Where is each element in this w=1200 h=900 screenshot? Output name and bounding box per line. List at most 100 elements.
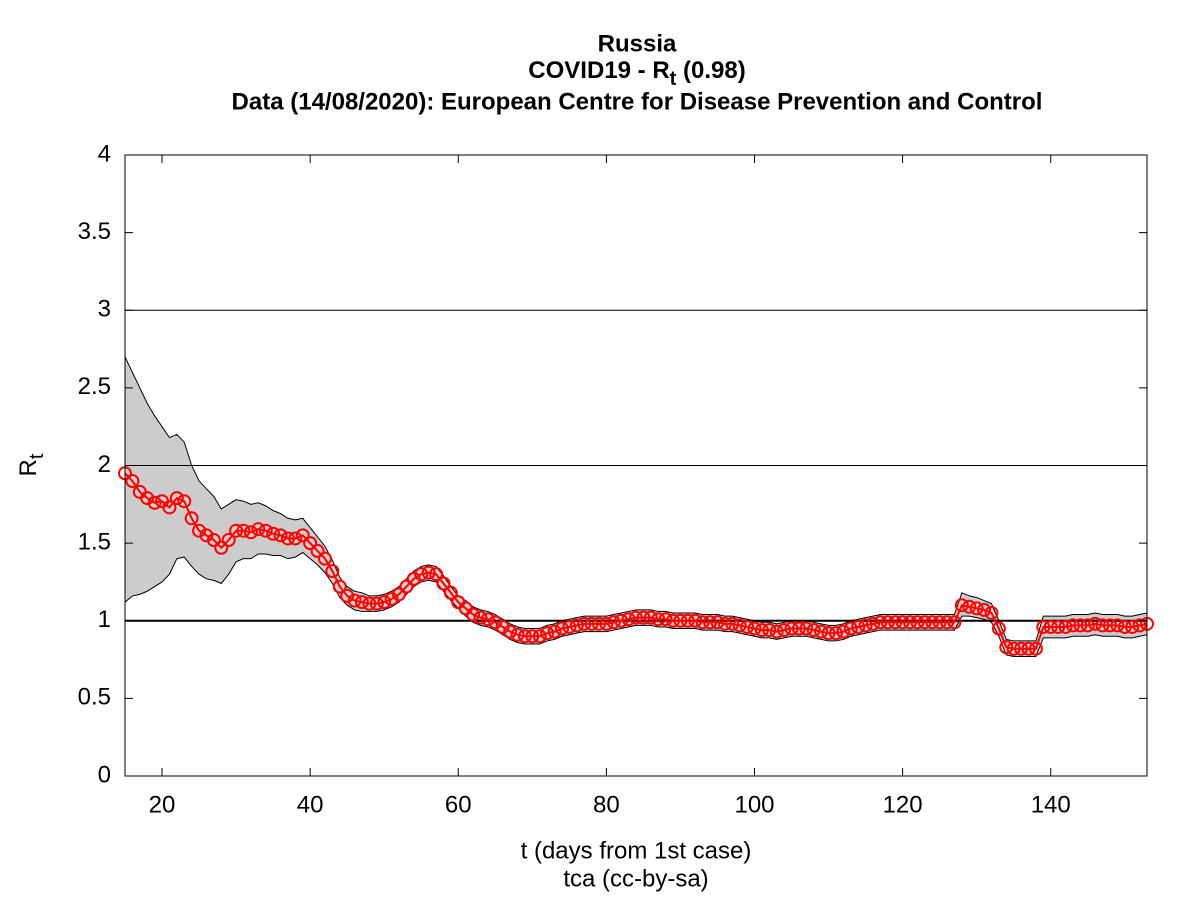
rt-marker (1095, 618, 1110, 633)
rt-marker (399, 579, 414, 594)
y-tick-label: 1.5 (78, 528, 111, 555)
rt-marker (192, 523, 207, 538)
rt-marker (888, 615, 903, 630)
rt-marker (273, 528, 288, 543)
rt-marker (621, 612, 636, 627)
x-tick-label: 140 (1031, 791, 1071, 818)
rt-marker (377, 595, 392, 610)
x-tick-label: 60 (445, 791, 472, 818)
rt-marker (517, 629, 532, 644)
rt-marker (1073, 618, 1088, 633)
rt-marker (858, 618, 873, 633)
y-tick-label: 0 (98, 761, 111, 788)
rt-marker (1006, 641, 1021, 656)
rt-marker (177, 494, 192, 509)
rt-marker (1021, 641, 1036, 656)
rt-marker (1051, 619, 1066, 634)
y-tick-label: 2 (98, 451, 111, 478)
rt-marker (851, 619, 866, 634)
rt-marker (340, 588, 355, 603)
rt-marker (984, 605, 999, 620)
rt-marker (280, 531, 295, 546)
rt-marker (1043, 619, 1058, 634)
rt-marker (266, 526, 281, 541)
rt-marker (251, 522, 266, 537)
x-tick-label: 80 (593, 791, 620, 818)
rt-marker (732, 618, 747, 633)
rt-marker (184, 511, 199, 526)
rt-marker (925, 615, 940, 630)
rt-marker (569, 618, 584, 633)
rt-marker (962, 599, 977, 614)
rt-marker (673, 613, 688, 628)
y-tick-label: 4 (98, 140, 111, 167)
x-tick-label: 100 (734, 791, 774, 818)
rt-marker (836, 624, 851, 639)
rt-marker (695, 615, 710, 630)
subtitle-tail: (0.98) (676, 57, 745, 84)
rt-marker (932, 615, 947, 630)
rt-marker (1065, 618, 1080, 633)
subtitle-subscript: t (670, 68, 677, 90)
x-axis-label: t (days from 1st case) (521, 837, 752, 864)
rt-marker (332, 579, 347, 594)
rt-marker (629, 610, 643, 625)
rt-marker (1102, 618, 1117, 633)
rt-marker (814, 624, 829, 639)
rt-marker (865, 616, 880, 631)
rt-marker (510, 627, 525, 642)
rt-marker (680, 613, 695, 628)
rt-marker (288, 531, 303, 546)
rt-marker (725, 616, 740, 631)
rt-marker (384, 592, 399, 607)
rt-marker (1080, 618, 1095, 633)
rt-marker (206, 533, 221, 548)
rt-marker (199, 528, 214, 543)
y-axis-label: Rt (15, 453, 48, 476)
x-tick-label: 20 (149, 791, 176, 818)
rt-marker (236, 523, 251, 538)
rt-marker (947, 615, 962, 630)
rt-marker (525, 629, 540, 644)
rt-marker (658, 612, 673, 627)
rt-marker (169, 491, 184, 506)
rt-marker (584, 616, 599, 631)
rt-marker (317, 551, 332, 566)
chart-subtitle: COVID19 - Rt (0.98) (528, 57, 745, 90)
rt-marker (599, 616, 614, 631)
rt-marker (791, 621, 806, 636)
y-tick-label: 3.5 (78, 218, 111, 245)
rt-marker (880, 615, 895, 630)
y-tick-label: 0.5 (78, 684, 111, 711)
rt-marker (1117, 619, 1132, 634)
rt-marker (488, 615, 503, 630)
plot-area: 0 0.5 1 1.5 2 2.5 3 3.5 4 20 40 60 80 100 120 140 (78, 140, 1154, 818)
rt-marker (977, 602, 992, 617)
rt-marker (917, 615, 932, 630)
rt-marker (362, 596, 377, 611)
rt-marker (747, 621, 762, 636)
rt-marker (1014, 641, 1029, 656)
rt-marker (784, 621, 799, 636)
rt-marker (480, 612, 495, 627)
subtitle-text: COVID19 - R (528, 57, 669, 84)
rt-marker (347, 593, 362, 608)
rt-marker (828, 626, 843, 641)
rt-marker (1088, 616, 1103, 631)
rt-marker (429, 567, 444, 582)
rt-line (124, 472, 1148, 650)
rt-marker (162, 500, 177, 515)
rt-marker (762, 623, 777, 638)
rt-marker (532, 629, 547, 644)
rt-marker (688, 613, 703, 628)
rt-marker (421, 565, 436, 580)
rt-marker (495, 619, 510, 634)
rt-marker (243, 525, 258, 540)
rt-marker (999, 640, 1014, 655)
rt-marker (895, 615, 910, 630)
rt-marker (1132, 618, 1147, 633)
chart-source: Data (14/08/2020): European Centre for D… (232, 88, 1043, 115)
rt-marker (643, 610, 658, 625)
